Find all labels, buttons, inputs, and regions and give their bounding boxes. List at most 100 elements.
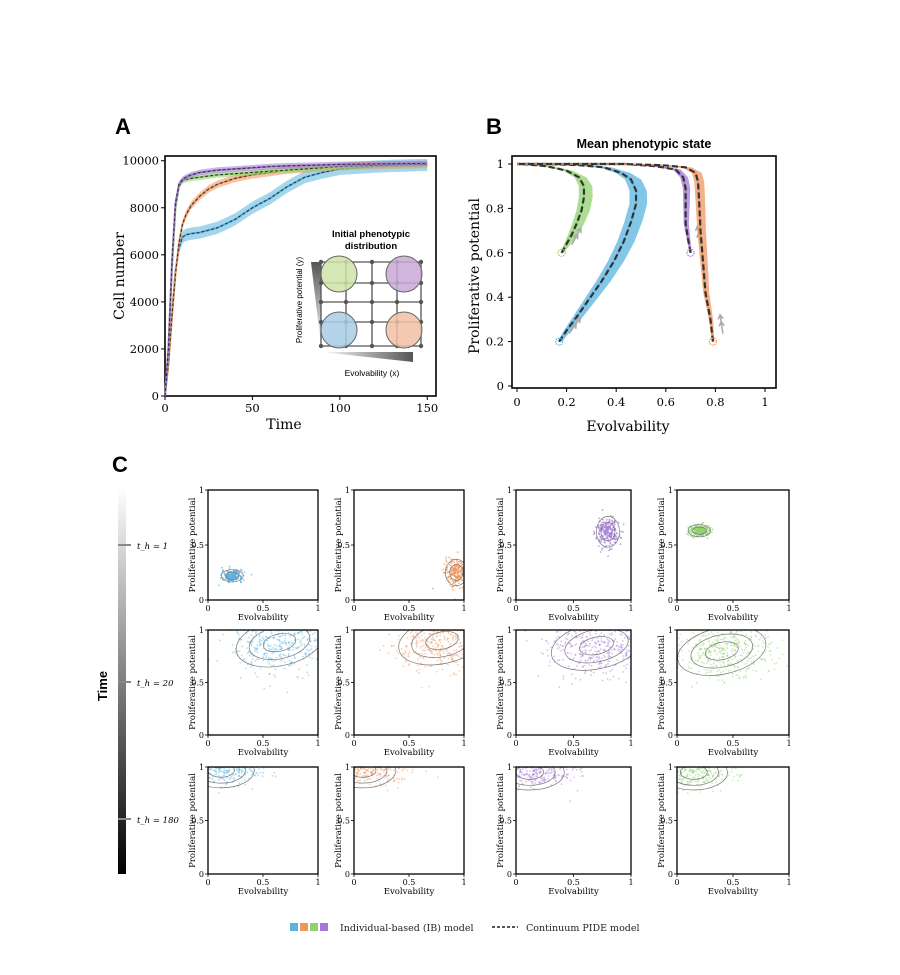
c-point (434, 639, 436, 642)
time-mark-label: t_h = 1 (137, 542, 168, 552)
c-point (267, 645, 270, 648)
c-point (422, 644, 425, 647)
c-point (184, 771, 186, 773)
c-point (409, 651, 411, 654)
c-point (671, 774, 673, 776)
c-point (285, 642, 288, 644)
c-point (631, 636, 633, 638)
c-point (567, 633, 570, 635)
c-point (697, 780, 700, 783)
c-point (770, 658, 773, 661)
inset-grid-node (318, 259, 324, 265)
c-point (296, 675, 299, 678)
c-point (422, 657, 425, 660)
c-point (695, 768, 698, 771)
c-point (486, 632, 488, 634)
c-point (272, 636, 275, 638)
inset-circle-green (320, 255, 358, 293)
c-point (715, 771, 718, 774)
time-mark-label: t_h = 180 (137, 816, 179, 826)
c-point (455, 673, 457, 676)
c-point (315, 639, 318, 641)
c-point (220, 770, 223, 773)
c-point (459, 656, 462, 659)
c-point (386, 774, 388, 777)
c-ytick-label: 0.5 (499, 541, 512, 550)
c-point (240, 581, 243, 584)
c-point (714, 639, 717, 641)
c-point (471, 638, 473, 640)
c-ytick-label: 0 (668, 731, 673, 740)
c-point (695, 682, 698, 684)
c-point (250, 662, 253, 665)
c-point (435, 636, 438, 638)
c-point (581, 640, 584, 643)
c-points (325, 767, 439, 792)
c-point (709, 671, 712, 674)
c-point (279, 643, 282, 646)
c-point (564, 775, 567, 778)
c-ytick-label: 0.5 (660, 541, 673, 550)
c-point (372, 769, 375, 772)
c-point (507, 780, 509, 782)
c-point (381, 768, 384, 771)
c-point (238, 768, 241, 771)
b-pide-green (521, 162, 586, 254)
c-point (628, 636, 630, 639)
c-point (225, 783, 228, 786)
c-point (412, 651, 415, 654)
c-point (633, 658, 635, 660)
c-point (610, 548, 613, 550)
c-point (521, 768, 524, 770)
c-point (696, 775, 699, 778)
c-point (638, 655, 640, 657)
c-point (710, 643, 713, 646)
c-point (251, 770, 254, 773)
c-point (268, 645, 270, 647)
c-point (298, 631, 301, 634)
c-point (566, 773, 568, 776)
c-point (390, 644, 393, 647)
c-point (236, 650, 239, 653)
c-point (449, 583, 452, 586)
c-point (679, 778, 681, 781)
c-point (548, 664, 551, 667)
c-point (640, 629, 642, 631)
c-xlabel: Evolvability (238, 748, 289, 758)
c-point (712, 790, 714, 792)
c-point (597, 545, 600, 548)
c-point (292, 646, 295, 649)
c-point (398, 778, 401, 780)
inset-y-gradient (311, 262, 321, 345)
c-point (437, 644, 440, 647)
c-point (446, 637, 449, 640)
c-contour (564, 630, 629, 664)
c-point (303, 652, 306, 655)
c-point (598, 517, 601, 520)
c-points (670, 767, 761, 794)
c-point (670, 779, 672, 781)
c-point (529, 770, 532, 772)
c-point (223, 771, 226, 774)
c-point (608, 655, 611, 658)
c-point (589, 634, 592, 636)
c-point (181, 776, 183, 778)
b-arrowhead-blue (575, 316, 582, 324)
c-point (699, 644, 702, 647)
a-ytick-label: 4000 (130, 295, 159, 309)
c-point (686, 774, 689, 777)
c-point (230, 776, 232, 778)
c-point (265, 655, 268, 657)
c-point (224, 772, 226, 774)
c-point (368, 783, 371, 786)
c-point (643, 674, 645, 676)
c-point (581, 633, 584, 636)
c-point (225, 769, 227, 772)
b-pide-orange (517, 162, 715, 342)
c-point (702, 651, 705, 654)
c-point (325, 768, 327, 770)
c-point (529, 776, 532, 779)
c-point (325, 637, 327, 639)
c-point (436, 653, 439, 656)
